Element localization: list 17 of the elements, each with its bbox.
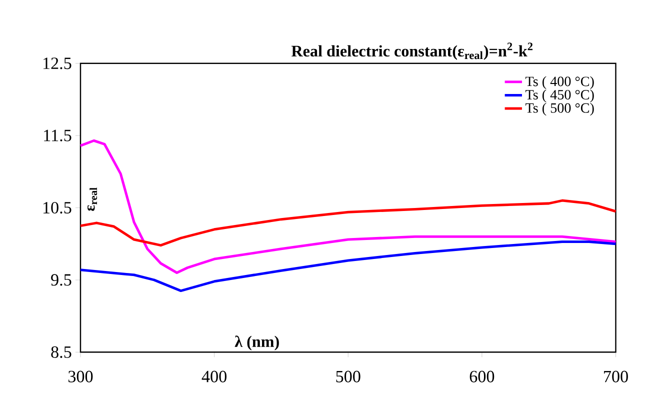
y-tick-label: 12.5 xyxy=(43,58,72,70)
chart-title: Real dielectric constant(ε$_{real}$)=n$^{2}$-k$^{2}$ xyxy=(291,42,533,60)
x-axis-title: λ (nm) xyxy=(234,336,279,351)
y-tick-label: 10.5 xyxy=(43,202,72,214)
x-tick-label: 300 xyxy=(68,371,93,383)
text: ε$_{real}$ xyxy=(88,188,98,212)
legend-label: Ts ( 450 °C) xyxy=(526,90,594,103)
line-series xyxy=(79,240,618,292)
y-tick-label: 9.5 xyxy=(51,274,72,286)
y-tick-label: 11.5 xyxy=(44,130,72,142)
legend-label: Ts ( 500 °C) xyxy=(526,103,594,116)
x-tick-label: 700 xyxy=(604,371,628,383)
legend-label: Ts ( 400 °C) xyxy=(526,76,594,90)
x-tick-label: 500 xyxy=(336,371,360,383)
x-tick-label: 400 xyxy=(202,371,226,383)
x-tick-label: 600 xyxy=(470,371,494,383)
y-tick-label: 8.5 xyxy=(51,346,72,358)
